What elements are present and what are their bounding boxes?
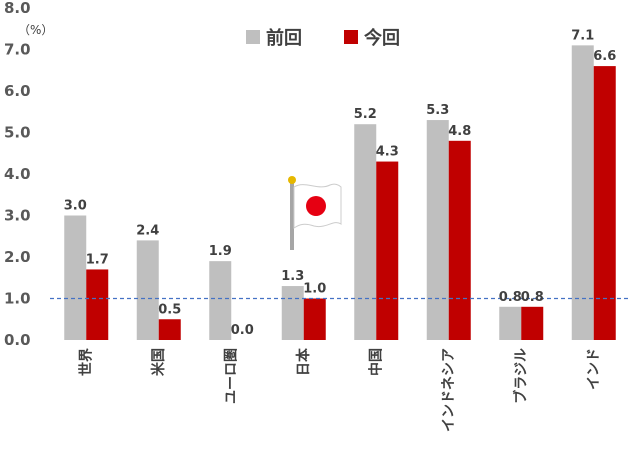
data-label-current: 0.5	[158, 302, 181, 317]
data-label-previous: 2.4	[136, 223, 159, 238]
y-tick-label: 2.0	[4, 248, 31, 266]
data-label-previous: 1.3	[281, 269, 304, 284]
data-label-previous: 3.0	[64, 199, 87, 214]
data-label-previous: 5.2	[354, 107, 377, 122]
y-tick-label: 7.0	[4, 41, 31, 59]
category-label: 中国	[367, 348, 384, 376]
category-label: 世界	[77, 347, 94, 376]
x-axis-categories: 世界 米国 ユーロ圏 日本 中国 インドネシア ブラジル インド	[77, 347, 602, 432]
data-label-previous: 1.9	[209, 244, 232, 259]
category-label: ユーロ圏	[223, 348, 239, 404]
bar-current	[593, 66, 616, 340]
data-labels: 3.0 1.7 2.4 0.5 1.9 0.0 1.31.0 5.2 4.3 5.3 4.8 0.80…	[64, 28, 617, 338]
data-label-current: 4.8	[448, 124, 471, 139]
y-tick-label: 0.0	[4, 331, 31, 349]
bar-previous	[64, 215, 87, 340]
data-label-previous: 5.3	[426, 103, 449, 118]
data-label-current: 1.7	[86, 252, 109, 267]
category-label: ブラジル	[512, 348, 529, 404]
bar-current	[448, 140, 471, 340]
data-label-current: 1.0	[303, 282, 326, 297]
bar-previous	[136, 240, 159, 340]
data-label-current: 4.3	[376, 145, 399, 160]
bar-current	[86, 269, 109, 340]
y-axis-ticks: 0.0 1.0 2.0 3.0 4.0 5.0 6.0 7.0 8.0	[4, 0, 31, 349]
bar-previous	[281, 286, 304, 340]
bar-current	[521, 306, 544, 340]
bars	[64, 45, 616, 340]
y-tick-label: 3.0	[4, 207, 31, 225]
category-label: 米国	[150, 348, 167, 376]
y-tick-label: 6.0	[4, 82, 31, 100]
legend-label-current: 今回	[364, 27, 400, 49]
bar-previous	[209, 261, 232, 340]
bar-current	[376, 161, 399, 340]
legend: 前回 今回	[246, 27, 400, 49]
data-label-previous: 7.1	[571, 28, 594, 43]
unit-label: （%）	[18, 23, 53, 37]
category-label: 日本	[295, 347, 312, 376]
category-label: インドネシア	[441, 348, 457, 432]
bar-previous	[426, 120, 449, 340]
data-label-current: 6.6	[593, 49, 616, 64]
bar-current	[303, 298, 326, 340]
y-tick-label: 8.0	[4, 0, 31, 17]
bar-previous	[499, 306, 522, 340]
legend-label-previous: 前回	[266, 27, 302, 49]
data-label-current: 0.0	[231, 323, 254, 338]
y-tick-label: 1.0	[4, 290, 31, 308]
legend-swatch-previous	[246, 30, 260, 44]
data-label-current: 0.8	[521, 290, 544, 305]
y-tick-label: 5.0	[4, 124, 31, 142]
y-tick-label: 4.0	[4, 165, 31, 183]
category-label: インド	[586, 348, 602, 390]
bar-previous	[571, 45, 594, 340]
japan-flag-icon	[288, 176, 342, 250]
bar-previous	[354, 124, 377, 340]
bar-current	[158, 319, 181, 340]
legend-swatch-current	[344, 30, 358, 44]
data-label-previous: 0.8	[499, 290, 522, 305]
